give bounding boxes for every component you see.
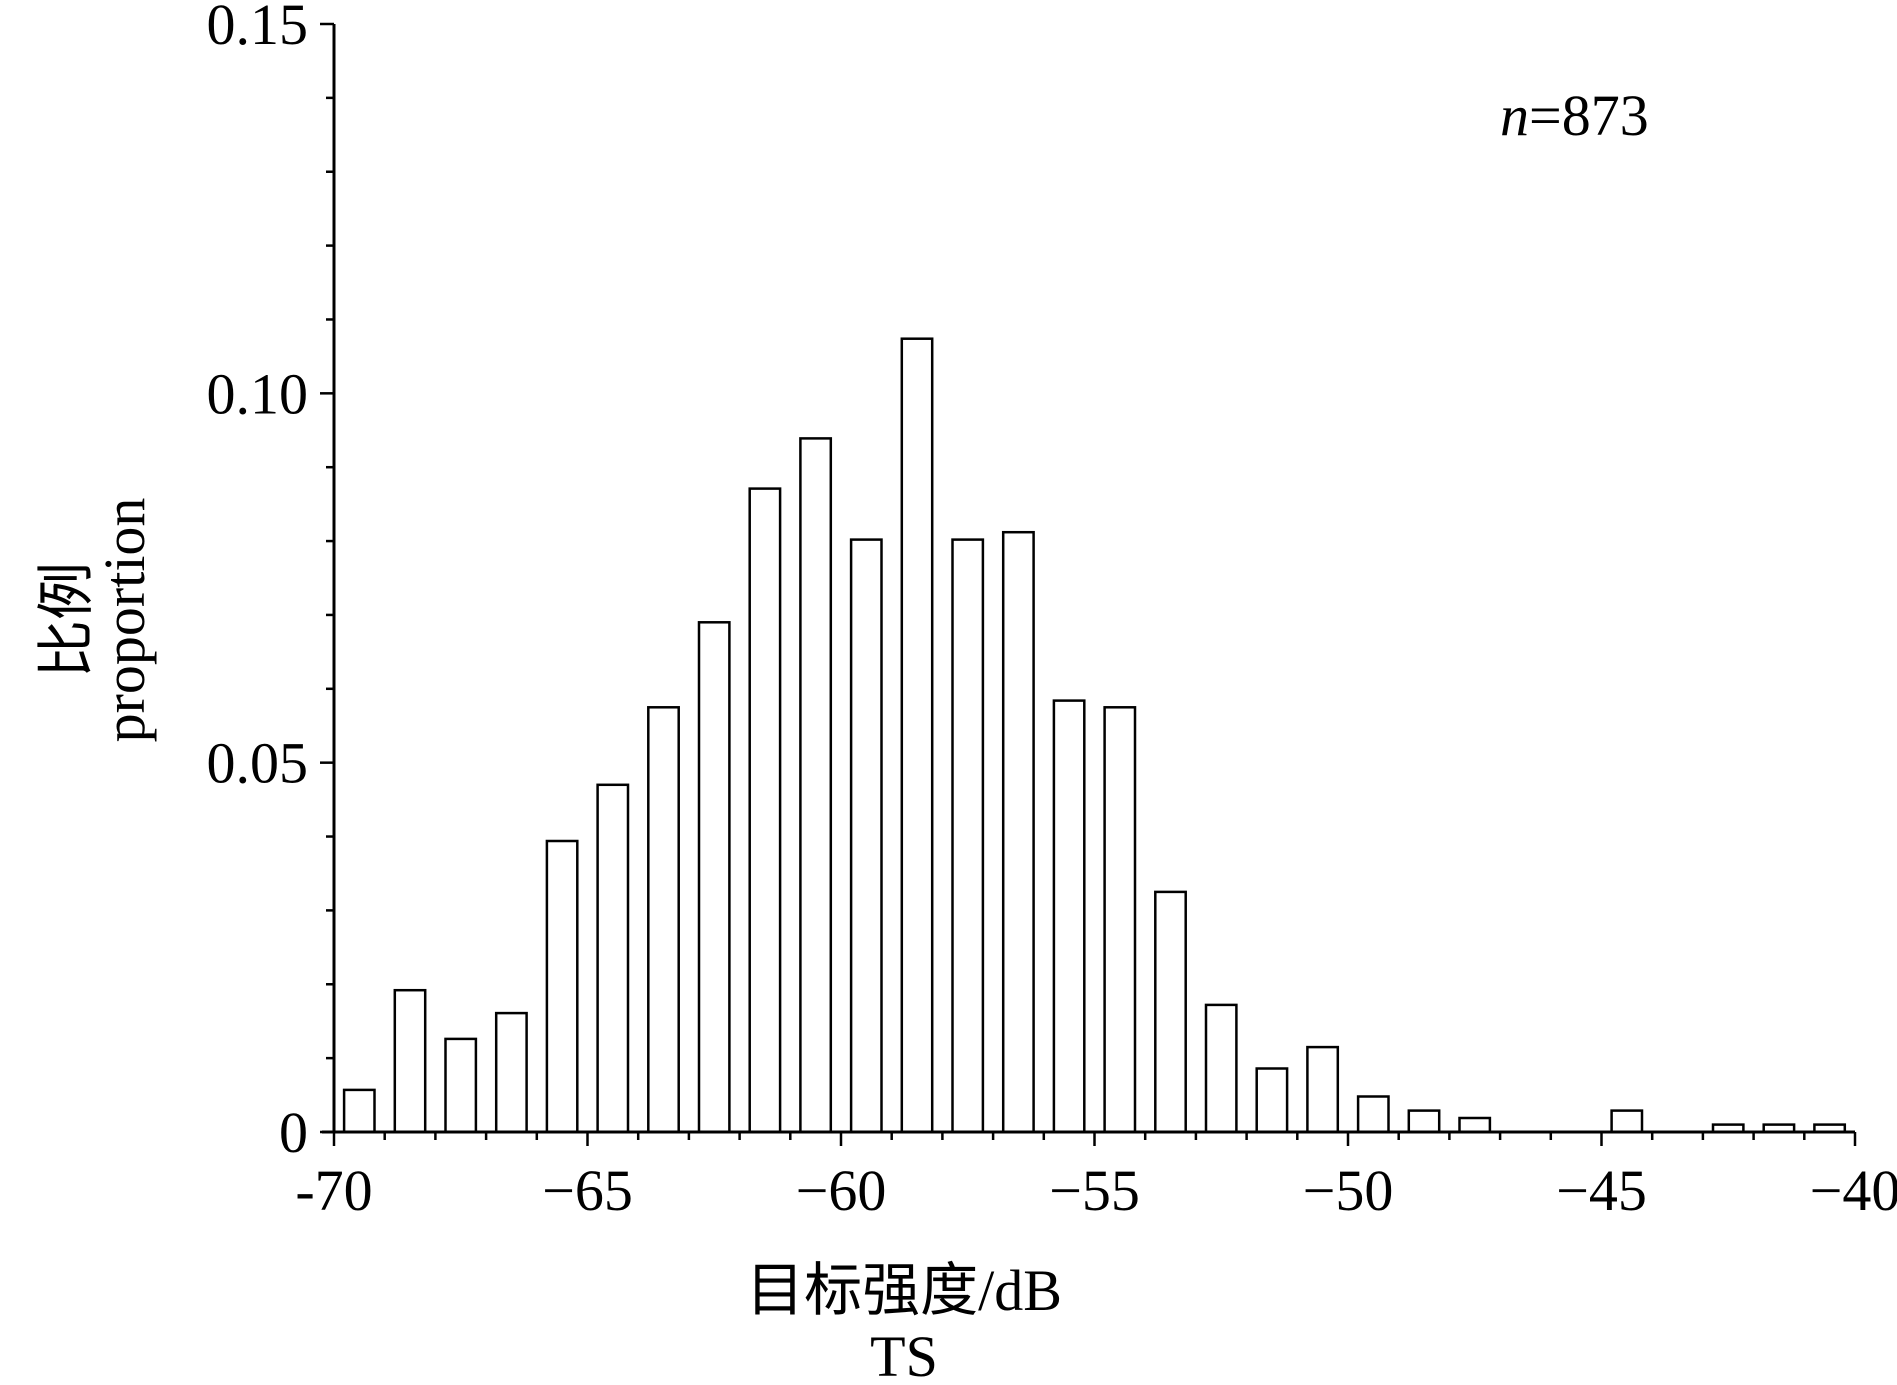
- y-axis-title-en: proportion: [92, 498, 157, 743]
- sample-size-annotation: n=873: [1500, 83, 1649, 148]
- histogram-bar: [951, 538, 985, 1134]
- histogram-bar: [1204, 1003, 1238, 1134]
- histogram-bar: [849, 538, 883, 1134]
- histogram-bar: [748, 487, 782, 1134]
- x-tick-label: −50: [1303, 1158, 1394, 1223]
- x-axis-title-cn: 目标强度/dB: [746, 1258, 1062, 1323]
- histogram-bar: [1356, 1095, 1390, 1134]
- y-tick-label: 0.15: [207, 0, 309, 57]
- x-tick-label: −60: [796, 1158, 887, 1223]
- x-tick-label: −55: [1049, 1158, 1140, 1223]
- histogram-bar: [1001, 530, 1035, 1134]
- y-tick-label: 0.05: [207, 731, 309, 796]
- histogram-bar: [1052, 699, 1086, 1134]
- histogram-bar: [444, 1037, 478, 1134]
- y-axis-title: 比例 proportion: [34, 498, 157, 743]
- histogram-bar: [1407, 1109, 1441, 1134]
- histogram-bar: [799, 437, 833, 1134]
- histogram-bar: [545, 839, 579, 1134]
- histogram-bar: [647, 706, 680, 1134]
- histogram-bar: [697, 621, 731, 1134]
- histogram-bar: [1255, 1067, 1289, 1134]
- histogram-bar: [393, 988, 427, 1134]
- histogram-bar: [1306, 1045, 1340, 1134]
- x-tick-label: -70: [295, 1158, 372, 1223]
- bars-group: [342, 337, 1847, 1134]
- histogram-bar: [1154, 890, 1187, 1134]
- histogram-bar: [596, 783, 630, 1134]
- histogram-bar: [1458, 1116, 1492, 1134]
- histogram-bar: [1103, 706, 1137, 1134]
- y-tick-label: 0.10: [207, 361, 309, 426]
- x-axis-title-en: TS: [870, 1324, 938, 1385]
- x-tick-label: −45: [1556, 1158, 1647, 1223]
- n-symbol: n: [1500, 83, 1529, 148]
- histogram-bar: [900, 337, 934, 1134]
- histogram-bar: [1610, 1109, 1644, 1134]
- n-value: =873: [1529, 83, 1649, 148]
- x-tick-label: −40: [1810, 1158, 1897, 1223]
- x-ticks-group: -70 −65 −60 −55 −50 −45 −40: [295, 1132, 1897, 1223]
- y-axis-title-cn: 比例: [34, 562, 99, 678]
- histogram-bar: [494, 1011, 528, 1134]
- x-tick-label: −65: [542, 1158, 633, 1223]
- y-ticks-group: 0 0.05 0.10 0.15: [207, 0, 334, 1165]
- histogram-bar: [342, 1088, 376, 1134]
- y-tick-label: 0: [279, 1100, 308, 1165]
